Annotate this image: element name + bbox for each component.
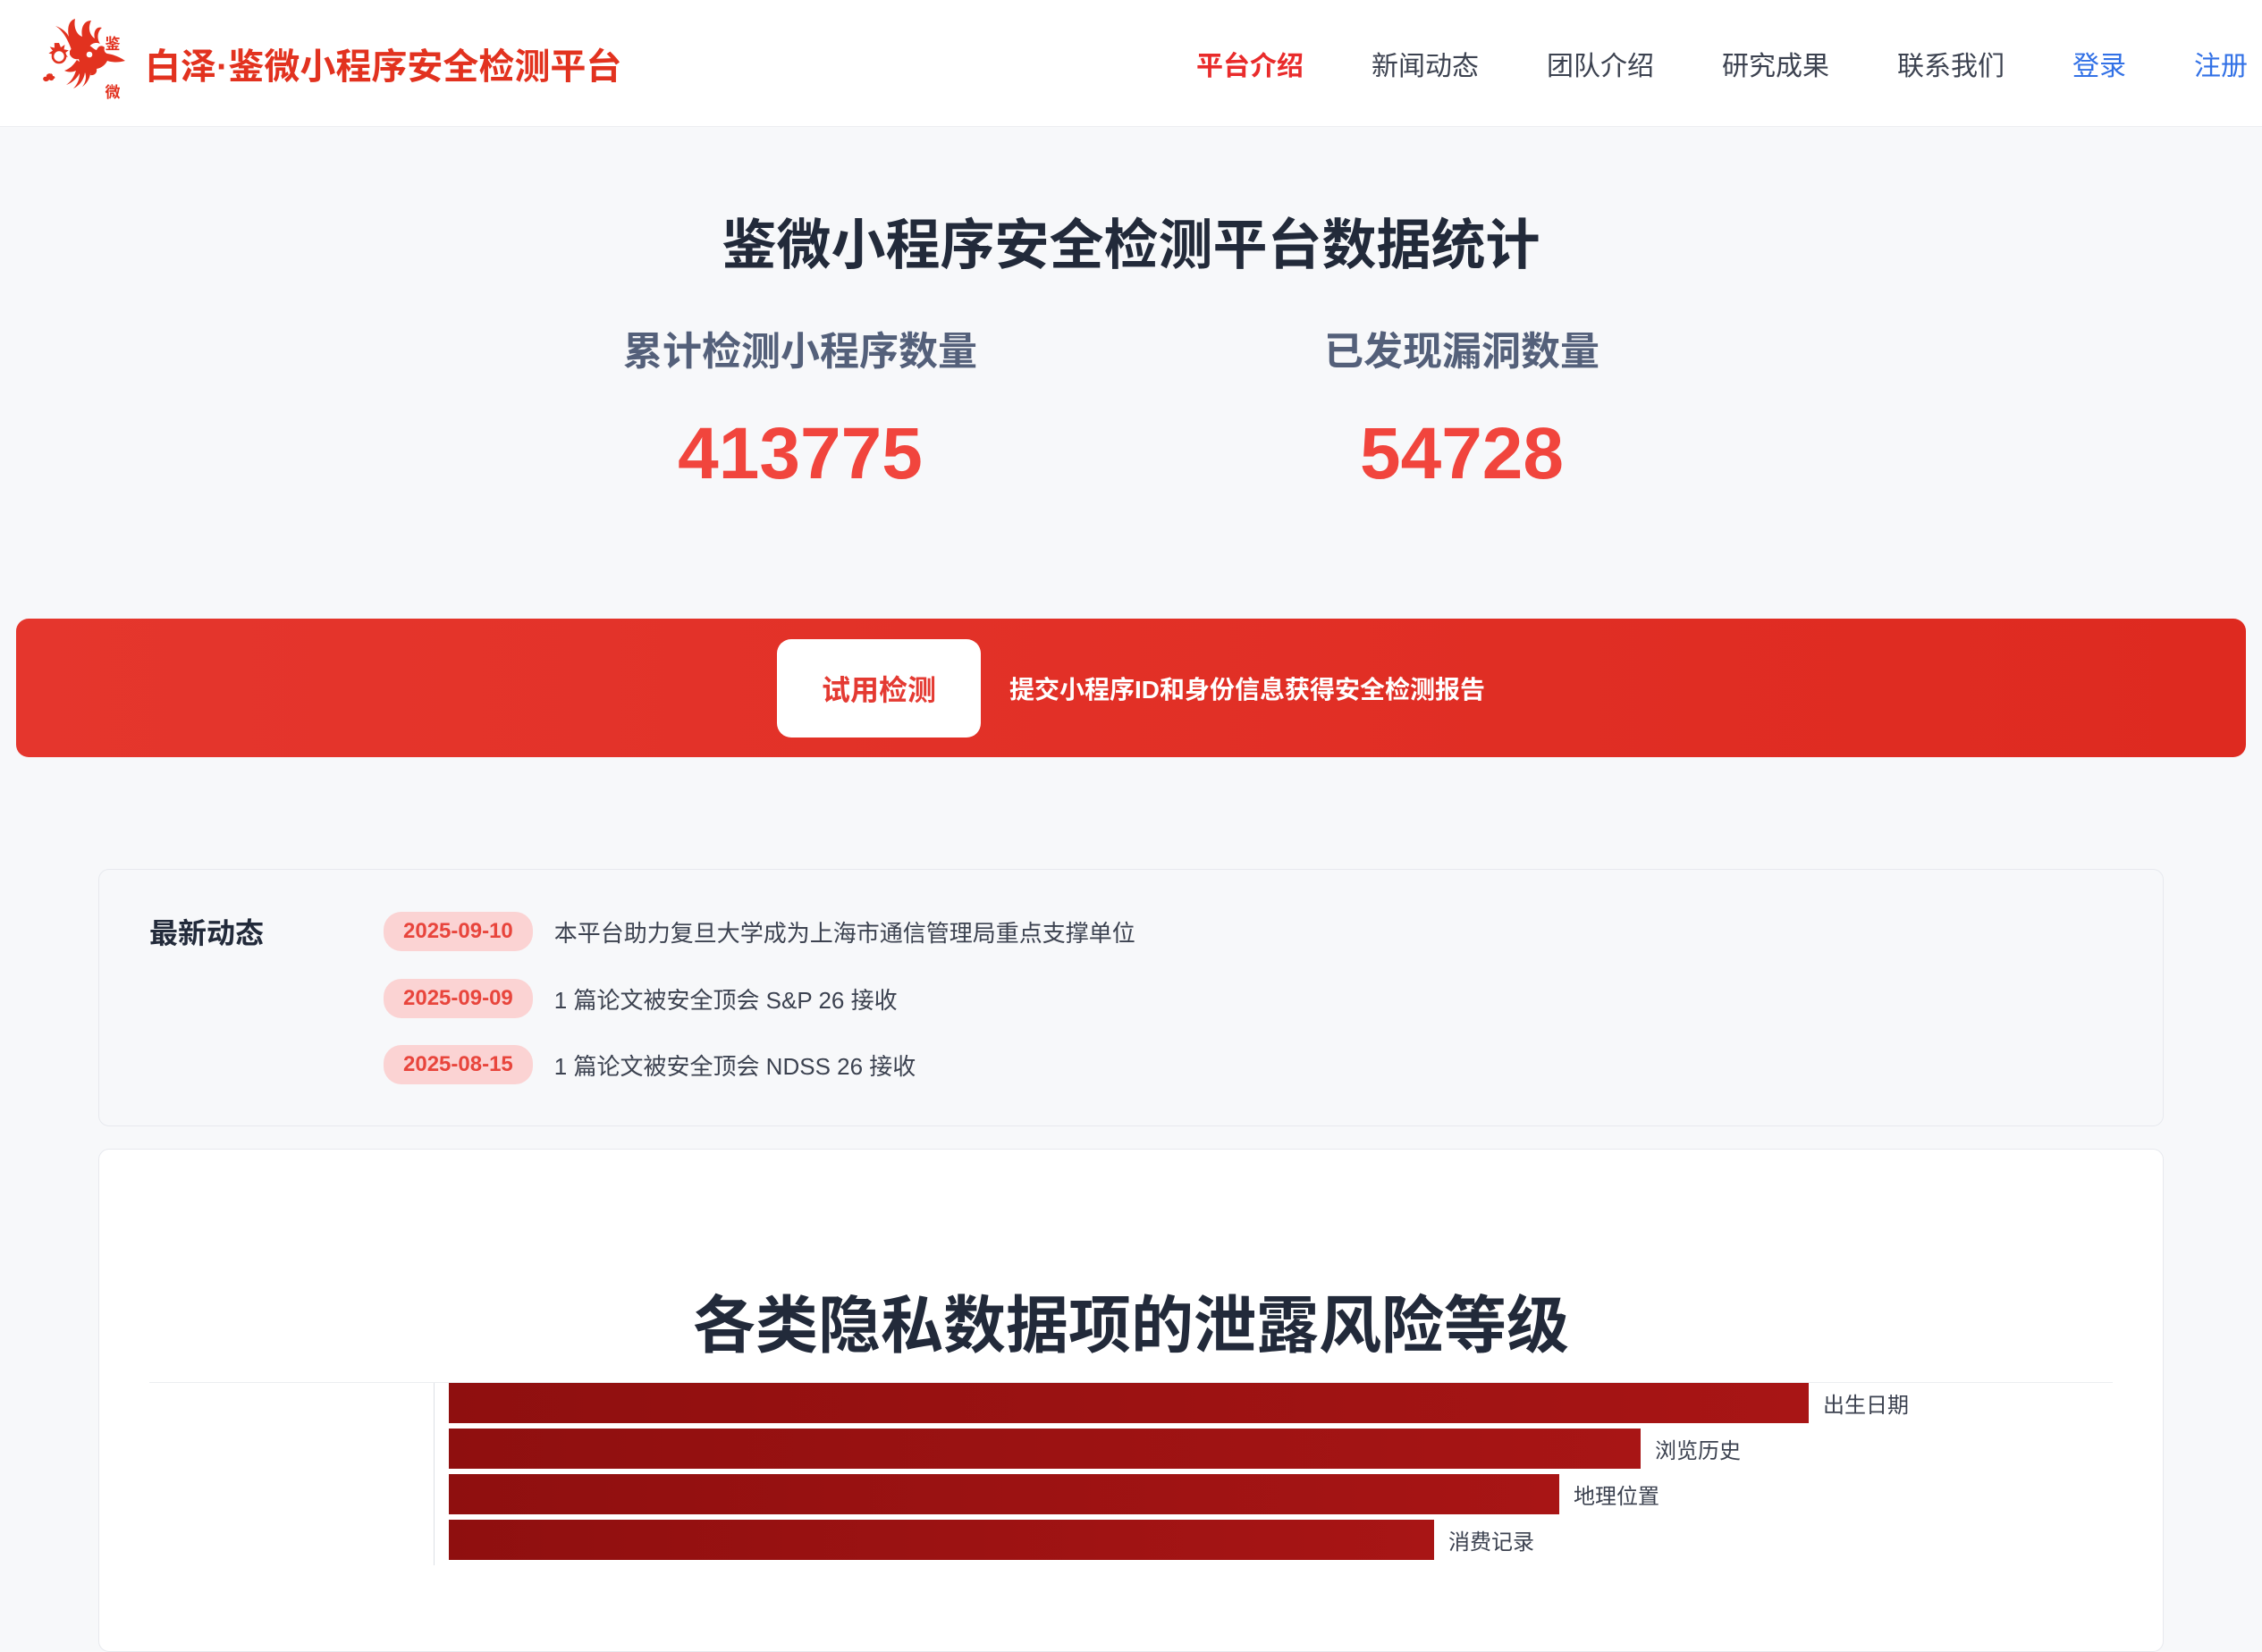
svg-text:微: 微: [106, 84, 121, 101]
svg-text:鉴: 鉴: [106, 36, 121, 53]
